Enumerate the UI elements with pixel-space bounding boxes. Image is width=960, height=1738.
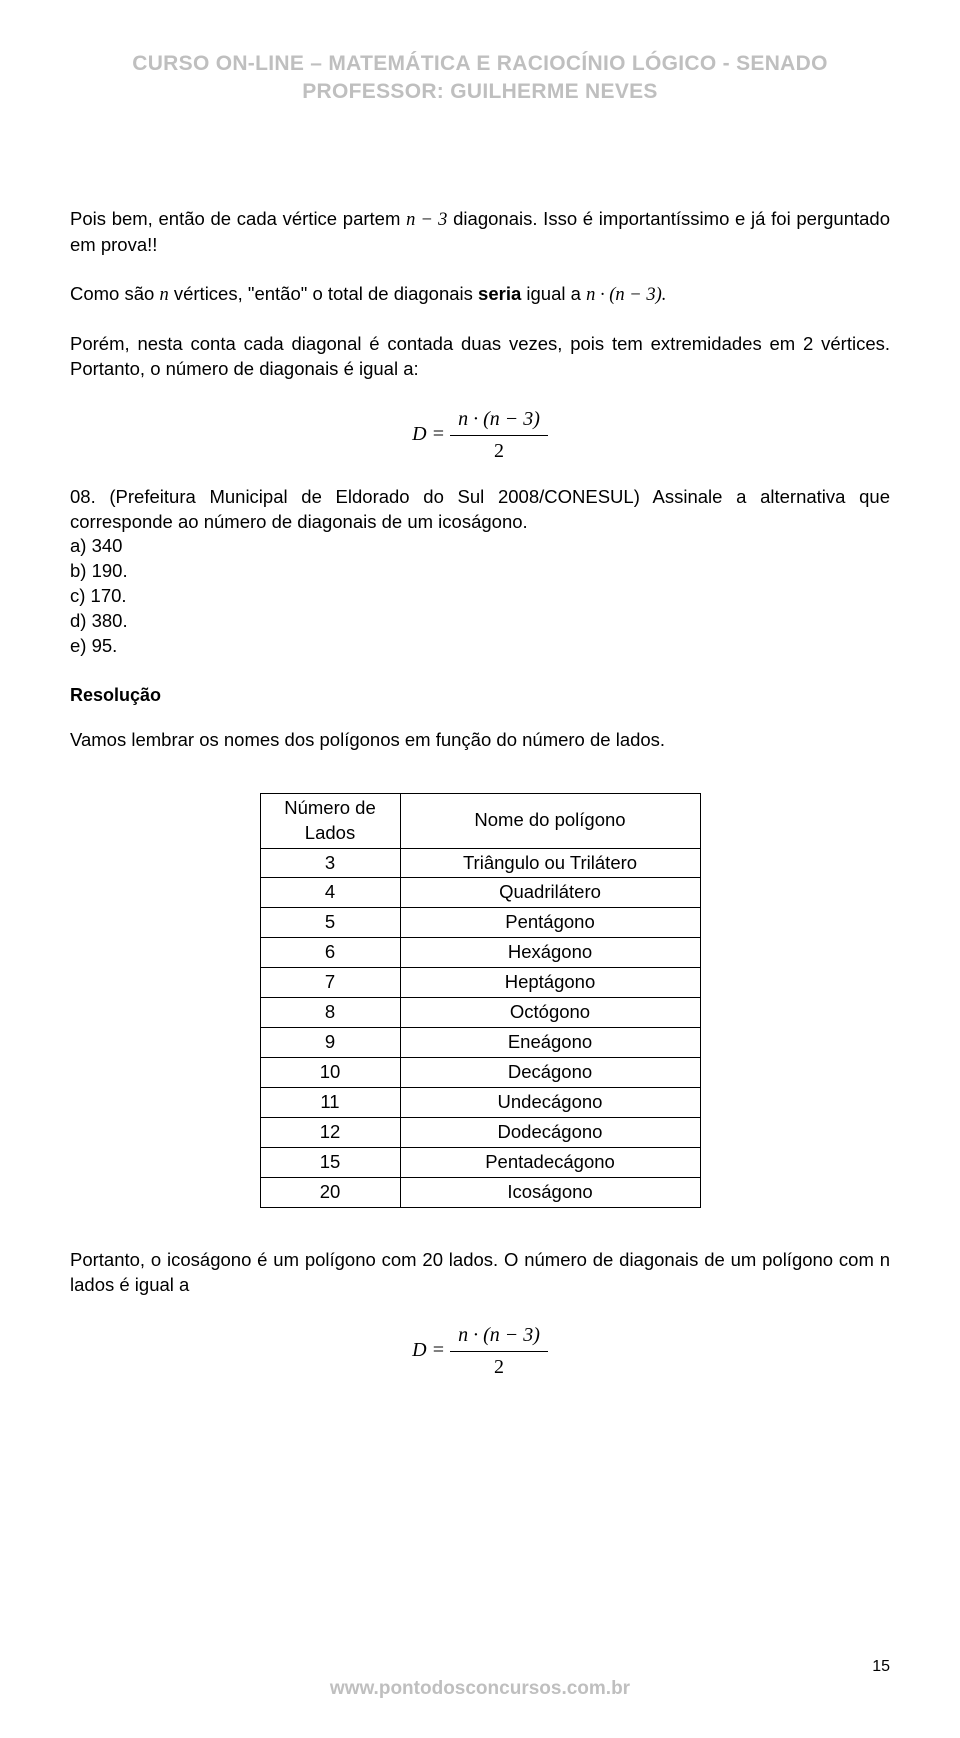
- table-cell-num: 6: [260, 938, 400, 968]
- frac-den-2: 2: [450, 1352, 548, 1381]
- table-row: 9Eneágono: [260, 1028, 700, 1058]
- closing-paragraph: Portanto, o icoságono é um polígono com …: [70, 1248, 890, 1298]
- alt-b: b) 190.: [70, 559, 890, 584]
- table-cell-num: 12: [260, 1118, 400, 1148]
- table-cell-name: Decágono: [400, 1058, 700, 1088]
- paragraph-2: Como são n vértices, "então" o total de …: [70, 282, 890, 308]
- table-cell-num: 11: [260, 1088, 400, 1118]
- table-cell-name: Quadrilátero: [400, 878, 700, 908]
- table-cell-name: Heptágono: [400, 968, 700, 998]
- table-row: 3Triângulo ou Trilátero: [260, 848, 700, 878]
- table-cell-name: Pentágono: [400, 908, 700, 938]
- fraction-1: n · (n − 3) 2: [450, 406, 548, 465]
- table-cell-num: 9: [260, 1028, 400, 1058]
- table-row: 11Undecágono: [260, 1088, 700, 1118]
- resolution-title: Resolução: [70, 683, 890, 707]
- table-cell-name: Undecágono: [400, 1088, 700, 1118]
- fraction-2: n · (n − 3) 2: [450, 1322, 548, 1381]
- table-row: 12Dodecágono: [260, 1118, 700, 1148]
- formula-diagonals-1: D = n · (n − 3) 2: [70, 406, 890, 465]
- paragraph-3: Porém, nesta conta cada diagonal é conta…: [70, 332, 890, 382]
- footer-url: www.pontodosconcursos.com.br: [0, 1676, 960, 1702]
- table-cell-name: Octógono: [400, 998, 700, 1028]
- table-cell-num: 4: [260, 878, 400, 908]
- table-cell-name: Icoságono: [400, 1178, 700, 1208]
- p2-text-b: vértices, "então" o total de diagonais: [169, 283, 478, 304]
- table-cell-num: 8: [260, 998, 400, 1028]
- polygon-table: Número de Lados Nome do polígono 3Triâng…: [260, 793, 701, 1209]
- table-cell-name: Triângulo ou Trilátero: [400, 848, 700, 878]
- formula-D-eq-2: D =: [412, 1339, 445, 1361]
- table-cell-num: 20: [260, 1178, 400, 1208]
- frac-num-1: n · (n − 3): [450, 406, 548, 436]
- math-n: n: [159, 285, 168, 305]
- p2-text-a: Como são: [70, 283, 159, 304]
- table-row: 8Octógono: [260, 998, 700, 1028]
- p2-text-d: igual a: [521, 283, 586, 304]
- table-cell-num: 10: [260, 1058, 400, 1088]
- polygon-table-wrap: Número de Lados Nome do polígono 3Triâng…: [70, 793, 890, 1209]
- resolution-intro: Vamos lembrar os nomes dos polígonos em …: [70, 728, 890, 753]
- table-cell-num: 3: [260, 848, 400, 878]
- p1-text-a: Pois bem, então de cada vértice partem: [70, 208, 406, 229]
- table-row: 7Heptágono: [260, 968, 700, 998]
- page-number: 15: [872, 1656, 890, 1678]
- table-cell-name: Pentadecágono: [400, 1148, 700, 1178]
- math-product: n · (n − 3).: [586, 285, 666, 305]
- alt-c: c) 170.: [70, 584, 890, 609]
- table-cell-name: Eneágono: [400, 1028, 700, 1058]
- question-text: (Prefeitura Municipal de Eldorado do Sul…: [70, 486, 890, 532]
- frac-den-1: 2: [450, 436, 548, 465]
- table-header-left: Número de Lados: [260, 793, 400, 848]
- question-number: 08.: [70, 486, 96, 507]
- table-cell-num: 15: [260, 1148, 400, 1178]
- formula-diagonals-2: D = n · (n − 3) 2: [70, 1322, 890, 1381]
- p2-text-c: seria: [478, 283, 521, 304]
- alt-d: d) 380.: [70, 609, 890, 634]
- alt-a: a) 340: [70, 534, 890, 559]
- table-header-right: Nome do polígono: [400, 793, 700, 848]
- table-row: 4Quadrilátero: [260, 878, 700, 908]
- table-cell-name: Hexágono: [400, 938, 700, 968]
- table-cell-num: 7: [260, 968, 400, 998]
- paragraph-1: Pois bem, então de cada vértice partem n…: [70, 207, 890, 258]
- alt-e: e) 95.: [70, 634, 890, 659]
- question-08: 08. (Prefeitura Municipal de Eldorado do…: [70, 485, 890, 535]
- table-row: 10Decágono: [260, 1058, 700, 1088]
- table-cell-num: 5: [260, 908, 400, 938]
- table-row: 20Icoságono: [260, 1178, 700, 1208]
- math-n-minus-3: n − 3: [406, 210, 447, 230]
- header-line-2: PROFESSOR: GUILHERME NEVES: [70, 78, 890, 106]
- frac-num-2: n · (n − 3): [450, 1322, 548, 1352]
- table-row: 5Pentágono: [260, 908, 700, 938]
- formula-D-eq-1: D =: [412, 423, 445, 445]
- table-cell-name: Dodecágono: [400, 1118, 700, 1148]
- table-row: 15Pentadecágono: [260, 1148, 700, 1178]
- header-line-1: CURSO ON-LINE – MATEMÁTICA E RACIOCÍNIO …: [70, 50, 890, 78]
- table-header-row: Número de Lados Nome do polígono: [260, 793, 700, 848]
- table-row: 6Hexágono: [260, 938, 700, 968]
